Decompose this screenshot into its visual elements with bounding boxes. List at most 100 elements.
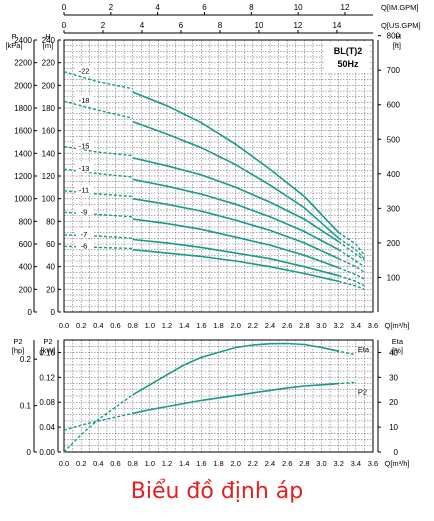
axis-kpa-tick-label: 1800 [14, 104, 32, 113]
axis-m-tick-label: 140 [42, 149, 56, 158]
axis-hp-tick-label: 0 [27, 448, 32, 457]
low-x-tick-label: 3.0 [316, 459, 326, 468]
axis-m-tick-label: 0 [51, 308, 56, 317]
low-x-tick-label: 1.2 [162, 459, 172, 468]
head-curve--15 [132, 157, 340, 243]
axis-kpa-tick-label: 1200 [14, 172, 32, 181]
top-axis-us-tick-label: 0 [62, 21, 67, 30]
axis-m-tick-label: 100 [42, 195, 56, 204]
head-curve-dashed-start--22 [63, 71, 133, 90]
head-curve-dashed-start--18 [63, 100, 133, 119]
axis-eta-tick-label: 40 [389, 348, 398, 357]
curve-P2 [132, 382, 339, 415]
curve-label--6: -6 [81, 241, 88, 250]
head-curve-dashed-start--15 [63, 145, 133, 157]
pump-performance-chart: 0 2 4 6 8 10 12 Q[IM.GPM]0 2 4 6 8 10 12 14 Q[US.GPM]02… [5, 3, 420, 468]
low-x-tick-label: 2.4 [265, 459, 275, 468]
curve-Eta [132, 342, 339, 396]
head-curve-dashed-end--9 [338, 267, 365, 280]
axis-m-tick-label: 240 [42, 36, 56, 45]
axis-ft-tick-label: 800 [387, 32, 401, 41]
main-x-tick-label: 2.2 [248, 321, 258, 330]
main-x-tick-label: 2.6 [282, 321, 292, 330]
main-x-tick-label: 2.4 [265, 321, 275, 330]
axis-m-tick-label: 160 [42, 127, 56, 136]
axis-ft-title: H [396, 32, 401, 41]
main-x-tick-label: 0.2 [76, 321, 86, 330]
axis-m-tick-label: 220 [42, 59, 56, 68]
axis-kpa-tick-label: 600 [19, 240, 33, 249]
top-axis-imperial-tick-label: 2 [109, 3, 114, 12]
curve-label-bg [76, 240, 93, 250]
axis-eta-tick-label: 10 [389, 423, 398, 432]
curve-dashed-start-P2 [63, 412, 133, 431]
head-curve-dashed-end--18 [338, 237, 365, 260]
low-x-tick-label: 0.4 [93, 459, 103, 468]
axis-kpa-unit: [kPa] [5, 41, 22, 50]
curve-label--13: -13 [79, 164, 90, 173]
head-curve--11 [132, 197, 340, 260]
axis-kw-tick-label: 0.04 [39, 423, 55, 432]
main-x-tick-label: 0.6 [110, 321, 120, 330]
axis-kpa-tick-label: 1400 [14, 149, 32, 158]
head-curve-dashed-start--6 [63, 245, 133, 250]
head-curve--9 [132, 218, 339, 269]
top-axis-imperial-tick-label: 12 [341, 3, 350, 12]
head-curve--18 [132, 120, 340, 239]
curve-label-bg [76, 163, 93, 173]
low-x-tick-label: 2.8 [299, 459, 309, 468]
axis-kw-tick-label: 0.00 [39, 448, 55, 457]
axis-kpa-tick-label: 2000 [14, 81, 32, 90]
main-x-tick-label: 0.0 [59, 321, 69, 330]
axis-kpa-tick-label: 800 [19, 217, 33, 226]
main-x-tick-label: 3.2 [333, 321, 343, 330]
curve-label-bg [76, 140, 93, 150]
low-x-tick-label: 3.2 [333, 459, 343, 468]
main-x-tick-label: 0.8 [127, 321, 137, 330]
curve-label-bg [76, 95, 93, 105]
low-x-tick-label: 0.0 [59, 459, 69, 468]
axis-kpa-tick-label: 200 [19, 285, 33, 294]
curve-label-bg [76, 65, 93, 75]
main-x-tick-label: 1.4 [179, 321, 189, 330]
axis-hp-tick-label: 0.2 [20, 355, 32, 364]
axis-ft-tick-label: 100 [387, 273, 401, 282]
curve-dashed-start-Eta [63, 394, 134, 453]
axis-eta-tick-label: 0 [394, 448, 399, 457]
top-axis-us-tick-label: 2 [101, 21, 106, 30]
curve-label--22: -22 [79, 67, 90, 76]
curve-label--7: -7 [81, 230, 88, 239]
low-x-tick-label: 1.8 [213, 459, 223, 468]
head-curve-dashed-end--15 [338, 241, 365, 261]
chart-title: BL(T)2 [334, 46, 363, 56]
top-axis-us-tick-label: 6 [179, 21, 184, 30]
head-curve-dashed-end--6 [338, 280, 365, 290]
main-x-tick-label: 0.4 [93, 321, 103, 330]
top-axis-us-tick-label: 12 [293, 21, 302, 30]
axis-kw-unit: [kW] [41, 346, 56, 355]
top-axis-imperial-label: Q[IM.GPM] [381, 3, 419, 12]
chart-title-box [325, 42, 370, 72]
main-x-tick-label: 3.0 [316, 321, 326, 330]
head-curve-dashed-start--7 [63, 234, 133, 239]
axis-ft-unit: [ft] [393, 41, 401, 50]
low-x-tick-label: 1.0 [145, 459, 155, 468]
top-axis-imperial-tick-label: 10 [294, 3, 303, 12]
low-x-tick-label: 0.6 [110, 459, 120, 468]
axis-kw-tick-label: 0.08 [39, 398, 55, 407]
curve-label--9: -9 [81, 207, 88, 216]
low-x-tick-label: 1.6 [196, 459, 206, 468]
axis-m-tick-label: 180 [42, 104, 56, 113]
low-x-tick-label: 0.8 [127, 459, 137, 468]
main-x-tick-label: 1.2 [162, 321, 172, 330]
low-plot-frame [63, 339, 374, 453]
main-x-tick-label: 1.0 [145, 321, 155, 330]
axis-kpa-tick-label: 1600 [14, 127, 32, 136]
axis-m-tick-label: 200 [42, 81, 56, 90]
axis-m-tick-label: 20 [46, 285, 55, 294]
head-curve--22 [132, 91, 340, 234]
head-curve-dashed-end--13 [338, 249, 365, 268]
curve-label--11: -11 [79, 186, 89, 195]
axis-m-tick-label: 120 [42, 172, 56, 181]
low-x-tick-label: 1.4 [179, 459, 189, 468]
